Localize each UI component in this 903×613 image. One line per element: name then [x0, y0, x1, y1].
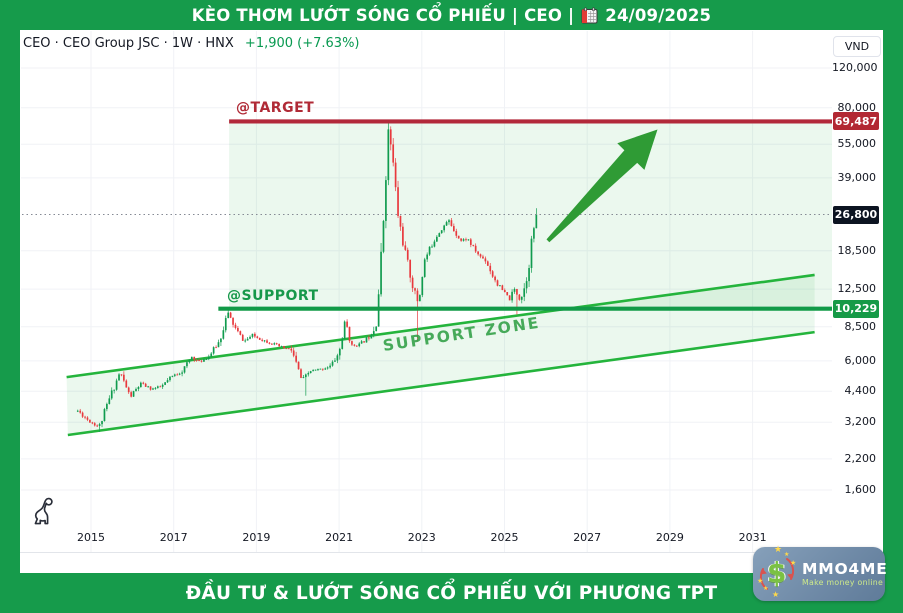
- dino-icon: [31, 495, 58, 526]
- currency-button[interactable]: VND: [833, 36, 881, 57]
- support-price-badge: 10,229: [833, 299, 879, 318]
- year-tick-label: 2017: [159, 531, 188, 544]
- dollar-sign: $: [767, 556, 787, 589]
- price-tick-label: 39,000: [837, 170, 877, 184]
- header-date: 24/09/2025: [605, 5, 712, 25]
- star-icon: ★: [790, 559, 797, 567]
- star-icon: ★: [784, 551, 790, 558]
- price-tick-label: 3,200: [844, 415, 877, 429]
- dollar-coin-icon: $ ★ ★ ★ ★ ★ ★: [753, 545, 801, 601]
- mmo4me-logo[interactable]: $ ★ ★ ★ ★ ★ ★ MMO4ME Make money online: [753, 545, 888, 601]
- year-tick-label: 2031: [738, 531, 767, 544]
- price-tick-label: 6,000: [844, 353, 877, 367]
- star-icon: ★: [772, 590, 780, 599]
- star-icon: ★: [763, 585, 769, 592]
- symbol-legend[interactable]: CEO · CEO Group JSC · 1W · HNX +1,900 (+…: [23, 36, 360, 51]
- year-tick-label: 2025: [490, 531, 519, 544]
- symbol-title: CEO · CEO Group JSC · 1W · HNX: [23, 36, 234, 51]
- support-annotation: @SUPPORT: [227, 288, 319, 304]
- footer-banner: ĐẦU TƯ & LƯỚT SÓNG CỔ PHIẾU VỚI PHƯƠNG T…: [0, 573, 903, 613]
- chart-surface[interactable]: [20, 30, 832, 552]
- year-tick-label: 2023: [407, 531, 436, 544]
- logo-tagline: Make money online: [802, 578, 884, 588]
- current-price-badge: 26,800: [833, 205, 879, 224]
- year-tick-label: 2027: [573, 531, 602, 544]
- calendar-icon: [581, 7, 598, 24]
- price-change: +1,900 (+7.63%): [244, 36, 360, 51]
- price-tick-label: 120,000: [832, 61, 878, 75]
- year-tick-label: 2015: [77, 531, 105, 544]
- header-banner: KÈO THƠM LƯỚT SÓNG CỔ PHIẾU | CEO | 24/0…: [0, 0, 903, 30]
- star-icon: ★: [757, 577, 764, 585]
- year-tick-label: 2029: [655, 531, 684, 544]
- price-tick-label: 2,200: [844, 451, 877, 465]
- price-tick-label: 12,500: [837, 282, 877, 296]
- target-price-badge: 69,487: [833, 112, 879, 131]
- price-tick-label: 8,500: [844, 319, 877, 333]
- star-icon: ★: [774, 545, 783, 555]
- year-tick-label: 2019: [242, 531, 271, 544]
- year-tick-label: 2021: [325, 531, 354, 544]
- page-title: KÈO THƠM LƯỚT SÓNG CỔ PHIẾU | CEO |: [191, 5, 575, 25]
- price-tick-label: 80,000: [837, 100, 877, 114]
- footer-slogan: ĐẦU TƯ & LƯỚT SÓNG CỔ PHIẾU VỚI PHƯƠNG T…: [185, 582, 718, 604]
- price-tick-label: 4,400: [844, 384, 877, 398]
- target-annotation: @TARGET: [236, 100, 315, 116]
- logo-brand: MMO4ME: [802, 559, 888, 578]
- axis-divider: [20, 552, 883, 553]
- price-tick-label: 18,500: [837, 243, 877, 257]
- price-tick-label: 55,000: [837, 137, 877, 151]
- price-tick-label: 1,600: [844, 483, 877, 497]
